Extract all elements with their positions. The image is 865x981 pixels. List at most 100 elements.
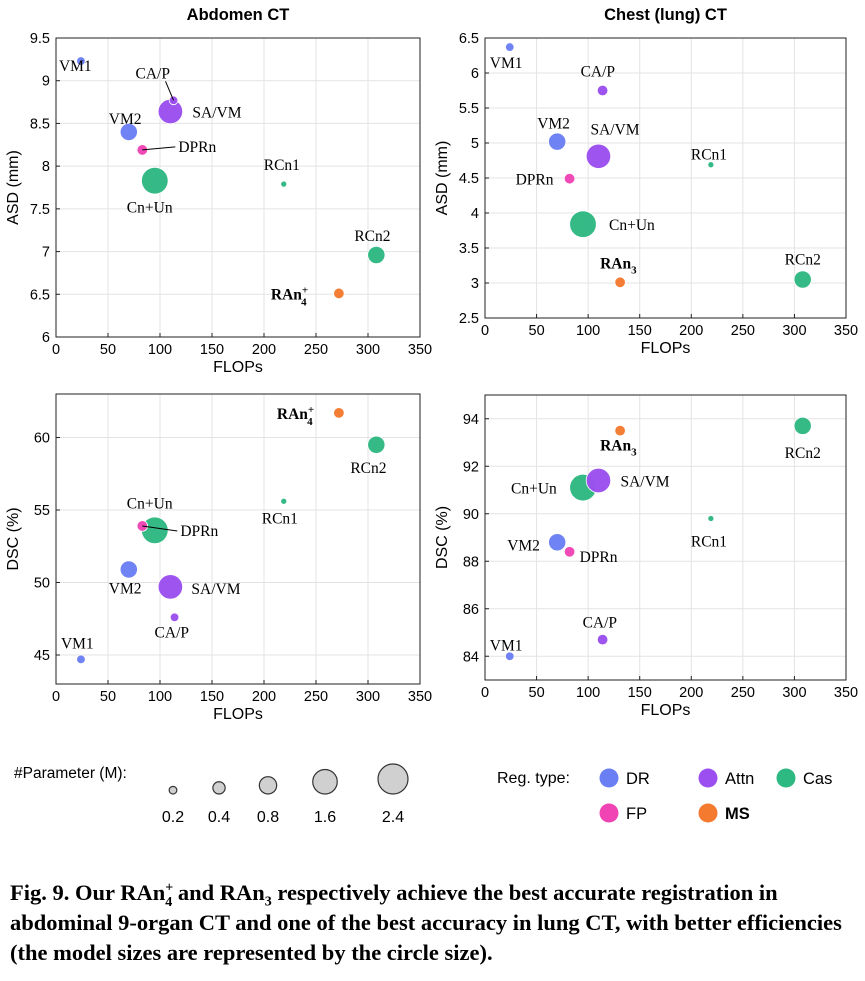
size-legend: #Parameter (M): 0.2 0.4 0.8 1.6 2.4 <box>14 763 409 826</box>
point-label: DPRn <box>580 549 618 566</box>
point-label: Cn+Un <box>609 217 655 234</box>
point-label: CA/P <box>583 615 617 632</box>
point-label: VM2 <box>109 580 142 597</box>
y-tick-label: 3 <box>471 276 479 292</box>
point-label: RCn1 <box>691 534 727 551</box>
x-tick-label: 250 <box>304 342 328 358</box>
x-axis-label: FLOPs <box>213 706 263 723</box>
x-tick-label: 250 <box>304 689 328 705</box>
point-vm1 <box>76 654 86 665</box>
y-tick-label: 86 <box>463 602 479 618</box>
point-label: SA/VM <box>191 581 240 598</box>
chart-panel-1: 0 50 100 150 200 250 300 350 6 6.5 7 7.5 8 8.5 9 9.5 FLO… <box>5 6 432 376</box>
point-sa-vm <box>585 467 612 494</box>
x-axis-label: FLOPs <box>641 340 691 357</box>
point-label: VM1 <box>490 637 523 654</box>
point-vm2 <box>548 132 567 151</box>
x-tick-label: 100 <box>576 685 600 701</box>
y-tick-label: 6 <box>42 330 50 346</box>
point-rcn2 <box>367 245 386 265</box>
point-label: DPRn <box>180 523 218 540</box>
x-tick-label: 50 <box>529 323 545 339</box>
point-vm1 <box>505 651 515 661</box>
point-rcn2 <box>793 270 812 289</box>
figure-caption: Fig. 9. Our RAn+4 and RAn3 respectively … <box>10 878 858 968</box>
point-label: VM1 <box>61 635 94 652</box>
type-legend-title: Reg. type: <box>497 770 570 787</box>
y-tick-label: 5 <box>471 136 479 152</box>
point-rcn1 <box>707 515 715 522</box>
x-tick-label: 200 <box>252 689 276 705</box>
y-tick-label: 55 <box>34 503 50 519</box>
caption-model-2-sub: 3 <box>264 894 272 910</box>
y-axis-label: DSC (%) <box>434 506 451 569</box>
y-tick-label: 5.5 <box>459 101 479 117</box>
point-rcn1 <box>280 497 288 505</box>
point-cn-un <box>569 210 597 238</box>
point-label: Cn+Un <box>127 495 173 512</box>
point-rcn1 <box>707 161 715 169</box>
x-tick-label: 200 <box>679 323 703 339</box>
y-tick-label: 92 <box>463 459 479 475</box>
point-label: RAn3 <box>600 255 637 276</box>
caption-rest: respectively achieve the best accurate r… <box>10 880 842 965</box>
x-tick-label: 0 <box>481 685 489 701</box>
x-tick-label: 50 <box>100 342 116 358</box>
y-tick-label: 8.5 <box>30 116 50 132</box>
point-cn-un <box>141 166 169 195</box>
point-rcn1 <box>280 180 288 188</box>
chart-title: Abdomen CT <box>187 6 290 24</box>
x-tick-label: 200 <box>252 342 276 358</box>
type-legend-swatch-ms <box>698 803 718 823</box>
y-tick-label: 3.5 <box>459 241 479 257</box>
point-label: SA/VM <box>590 121 639 138</box>
point-label: RCn1 <box>264 157 300 174</box>
x-tick-label: 250 <box>731 685 755 701</box>
caption-model-2: RAn <box>219 880 265 905</box>
point-label: RCn2 <box>354 228 390 245</box>
x-tick-label: 150 <box>628 685 652 701</box>
point-label: CA/P <box>136 65 170 82</box>
point-label: SA/VM <box>620 474 669 491</box>
y-tick-label: 9.5 <box>30 31 50 47</box>
chart-panel-3: 0 50 100 150 200 250 300 350 45 50 55 60 FLOPs DSC (%… <box>5 393 432 723</box>
point-dprn <box>563 546 576 558</box>
size-legend-circle <box>258 776 278 795</box>
type-legend-swatch-dr <box>599 768 619 788</box>
point-label: Cn+Un <box>127 200 173 217</box>
x-tick-label: 150 <box>200 342 224 358</box>
caption-and: and <box>172 880 220 905</box>
point-label: CA/P <box>155 624 189 641</box>
type-legend-label: Cas <box>803 770 832 788</box>
size-legend-circle <box>212 781 226 795</box>
size-legend-label: 2.4 <box>382 809 404 826</box>
size-legend-label: 0.8 <box>257 809 279 826</box>
point-label: RAn3 <box>600 438 637 459</box>
x-tick-label: 0 <box>52 342 60 358</box>
caption-prefix: Fig. 9. Our <box>10 880 121 905</box>
point-label: VM1 <box>59 58 92 75</box>
point-rcn2 <box>367 435 386 454</box>
point-label: RAn+ 4 <box>277 404 314 428</box>
point-label: RCn1 <box>262 510 298 527</box>
point-ran <box>333 287 345 300</box>
y-tick-label: 60 <box>34 431 50 447</box>
type-legend-swatch-fp <box>599 803 619 823</box>
point-label: CA/P <box>581 64 615 81</box>
label-leader-line <box>142 146 176 151</box>
point-label: Cn+Un <box>511 481 557 498</box>
y-axis-label: DSC (%) <box>5 507 22 570</box>
x-tick-label: 350 <box>834 685 858 701</box>
x-tick-label: 0 <box>481 323 489 339</box>
x-tick-label: 300 <box>782 685 806 701</box>
point-label: RCn2 <box>785 252 821 269</box>
point-label: VM2 <box>537 116 570 133</box>
x-tick-label: 350 <box>408 689 432 705</box>
point-sa-vm <box>157 574 184 600</box>
point-label: RCn2 <box>350 460 386 477</box>
type-legend-label: Attn <box>725 770 754 788</box>
plot-frame <box>55 37 421 338</box>
y-tick-label: 2.5 <box>459 311 479 327</box>
point-vm2 <box>119 122 138 142</box>
point-ca-p <box>596 633 609 646</box>
